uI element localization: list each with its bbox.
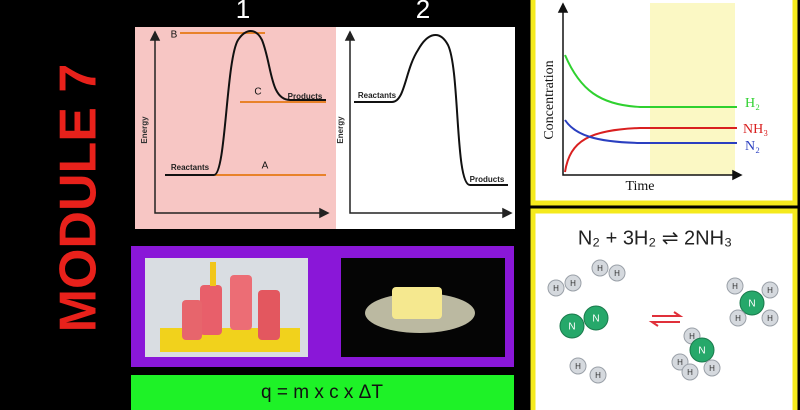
atom [589,366,607,384]
level-label: C [254,87,261,98]
atom [689,337,715,363]
atom [761,309,779,327]
side-title: MODULE 7 [50,64,108,333]
atom-label: H [570,279,576,288]
atom [681,363,699,381]
axes [149,30,513,219]
atom-label: H [614,269,620,278]
equation: N₂ + 3H₂ ⇌ 2NH₃ [578,227,732,249]
atom [564,274,582,292]
level-label: B [171,30,178,41]
state-label: Reactants [171,163,210,172]
reaction-curve [165,30,326,176]
n2-curve [564,119,737,144]
equilibrium-arrow [648,311,684,327]
atom [608,264,626,282]
atom [739,290,765,316]
atom-label: H [595,371,601,380]
curve-label: H₂ [745,96,760,111]
atom-label: H [735,314,741,323]
atom-label: N [592,314,599,325]
axis-label: Time [625,179,654,194]
atom [729,309,747,327]
atom-label: H [732,282,738,291]
atom-label: H [709,364,715,373]
state-label: Reactants [358,91,397,100]
reaction-curve [354,34,508,186]
atom [761,281,779,299]
formula: q = m x c x ΔT [261,382,383,403]
atom-label: H [597,264,603,273]
atom [583,305,609,331]
curve-label: NH₃ [743,122,768,137]
curve-label: N₂ [745,139,760,154]
formula-bar [131,375,514,410]
popsicle-photo [145,258,308,357]
energy-panel-2 [336,27,515,229]
butter-photo [341,258,505,357]
atom-label: H [687,368,693,377]
axes [557,2,743,181]
state-label: Products [470,175,505,184]
atom [726,277,744,295]
atom [547,279,565,297]
atom-label: N [748,299,755,310]
atom-label: H [575,362,581,371]
atom-label: H [677,358,683,367]
level-label: A [262,161,269,172]
atom-label: N [568,322,575,333]
atom-label: H [767,314,773,323]
panel-number: 2 [416,0,430,24]
state-label: Products [288,92,323,101]
atom-label: H [689,332,695,341]
h2-curve [564,54,737,108]
equilibrium-band [650,3,735,175]
level-lines [180,32,326,176]
atom [559,313,585,339]
atom [569,357,587,375]
atom [703,359,721,377]
atom-label: H [767,286,773,295]
atom-label: H [553,284,559,293]
panel-number: 1 [236,0,250,24]
axis-label: Energy [140,116,149,144]
atom-label: N [698,346,705,357]
atom [591,259,609,277]
axis-label: Concentration [542,60,557,139]
axis-label: Energy [336,116,345,144]
